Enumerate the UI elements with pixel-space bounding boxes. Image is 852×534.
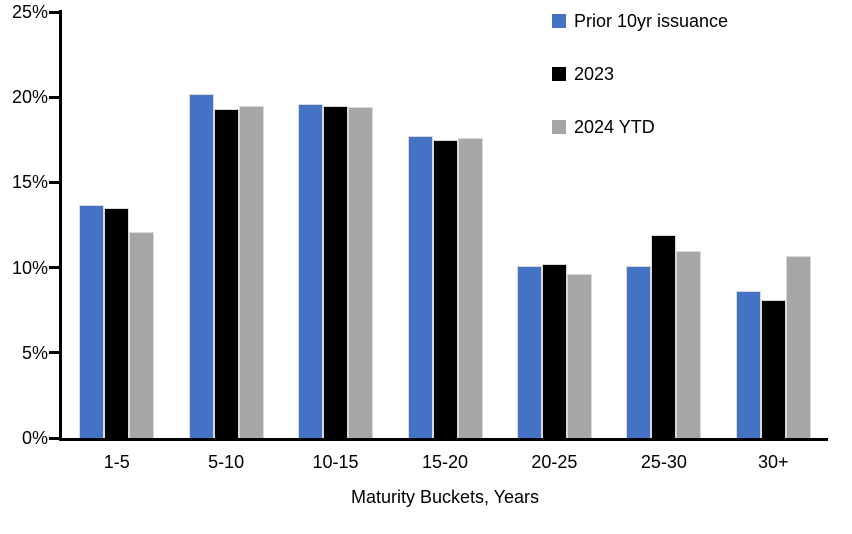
bar-2023-15-20 <box>432 139 458 438</box>
x-axis-label-30+: 30+ <box>758 452 789 472</box>
bar-prior-10yr-issuance-5-10 <box>188 93 214 438</box>
plot-area <box>49 10 828 441</box>
y-axis-tick <box>49 180 59 184</box>
legend-swatch-icon <box>552 13 566 28</box>
x-axis-line <box>59 438 828 441</box>
bar-2024-ytd-1-5 <box>129 231 155 438</box>
x-axis-label-10-15: 10-15 <box>312 452 359 472</box>
y-axis-tick-label: 15% <box>11 172 48 193</box>
bar-prior-10yr-issuance-15-20 <box>407 136 433 438</box>
bar-prior-10yr-issuance-10-15 <box>298 104 324 438</box>
x-axis-label-5-10: 5-10 <box>208 452 245 472</box>
x-axis-label-25-30: 25-30 <box>640 452 687 472</box>
y-axis-tick-label: 5% <box>21 342 48 363</box>
bar-prior-10yr-issuance-20-25 <box>516 265 542 438</box>
bar-2023-10-15 <box>323 105 349 438</box>
legend-item-2023: 2023 <box>552 47 728 100</box>
legend-item-2024-ytd: 2024 YTD <box>552 100 728 153</box>
legend-label: Prior 10yr issuance <box>574 10 729 31</box>
y-axis-tick <box>49 266 59 270</box>
bar-prior-10yr-issuance-1-5 <box>79 204 105 438</box>
bar-2023-1-5 <box>104 207 130 438</box>
bar-2023-5-10 <box>213 109 239 438</box>
bar-2024-ytd-30+ <box>785 255 811 438</box>
legend-label: 2023 <box>574 63 615 84</box>
bar-2024-ytd-25-30 <box>676 250 702 438</box>
legend-swatch-icon <box>552 119 566 134</box>
x-axis-label-15-20: 15-20 <box>421 452 469 472</box>
y-axis-tick-label: 20% <box>11 87 48 108</box>
y-axis-tick <box>49 351 59 355</box>
x-axis-label-20-25: 20-25 <box>531 452 578 472</box>
bar-2024-ytd-20-25 <box>566 274 592 438</box>
bar-2024-ytd-15-20 <box>457 138 483 438</box>
legend: Prior 10yr issuance 2023 2024 YTD <box>552 0 728 153</box>
x-axis-title: Maturity Buckets, Years <box>350 487 540 507</box>
legend-item-prior-10yr-issuance: Prior 10yr issuance <box>552 0 728 47</box>
bar-2023-20-25 <box>541 264 567 438</box>
y-axis-line <box>59 10 62 441</box>
bar-2024-ytd-10-15 <box>348 107 374 438</box>
bar-2023-30+ <box>760 299 786 438</box>
y-axis-tick <box>49 95 59 99</box>
bar-prior-10yr-issuance-25-30 <box>626 265 652 438</box>
y-axis-tick-label: 10% <box>11 257 48 278</box>
y-axis-tick <box>49 10 59 14</box>
bar-prior-10yr-issuance-30+ <box>735 291 761 438</box>
legend-label: 2024 YTD <box>574 116 655 137</box>
bar-2024-ytd-5-10 <box>238 105 264 438</box>
y-axis-tick-label: 25% <box>11 2 48 22</box>
y-axis-tick <box>49 436 59 440</box>
x-axis-label-1-5: 1-5 <box>103 452 130 472</box>
y-axis-tick-label: 0% <box>21 428 48 448</box>
bar-2023-25-30 <box>651 235 677 438</box>
legend-swatch-icon <box>552 66 566 81</box>
